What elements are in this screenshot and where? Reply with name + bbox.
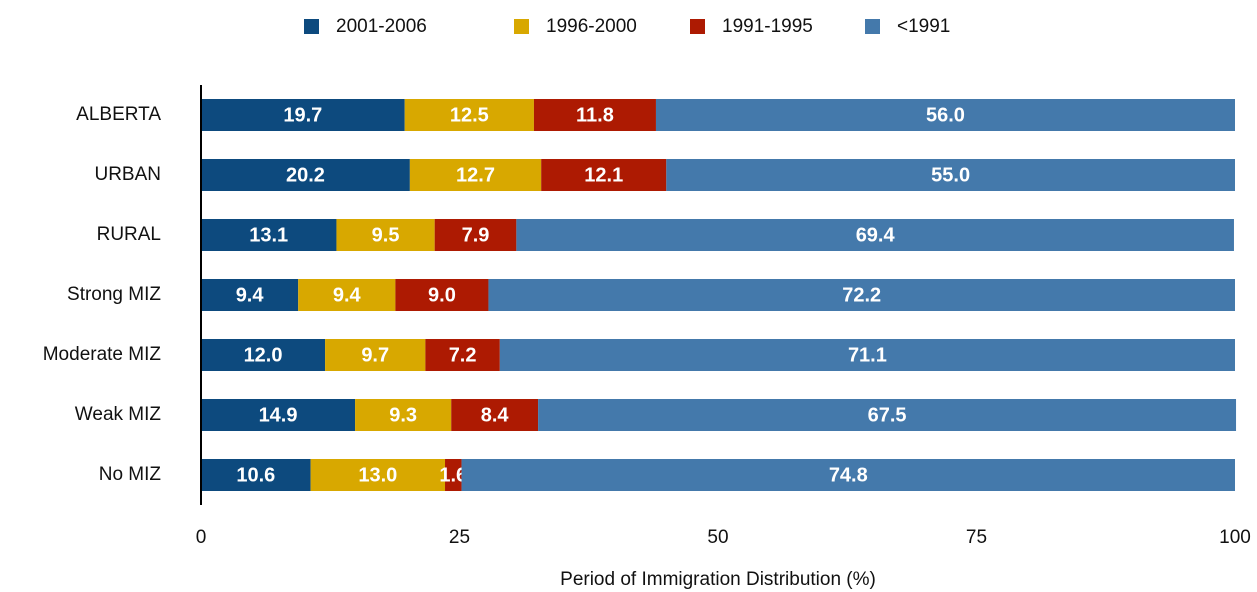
bar-segment — [404, 99, 534, 131]
data-label: 69.4 — [856, 224, 896, 246]
y-tick-label: Strong MIZ — [67, 284, 161, 305]
x-axis-label: Period of Immigration Distribution (%) — [560, 569, 876, 590]
bar-segment — [533, 99, 656, 131]
data-label: 9.5 — [372, 224, 400, 246]
bar-segment — [461, 459, 1235, 491]
legend-label: 1991-1995 — [722, 16, 813, 37]
data-label: 13.0 — [358, 464, 397, 486]
bar-segment — [298, 279, 396, 311]
bar-segment — [310, 459, 446, 491]
data-label: 14.9 — [259, 404, 298, 426]
bar-segment — [201, 279, 299, 311]
x-tick-label: 50 — [707, 527, 728, 548]
bar-segment — [201, 99, 405, 131]
data-label: 8.4 — [481, 404, 510, 426]
y-tick-label: URBAN — [94, 164, 161, 185]
bar-segment — [655, 99, 1235, 131]
bar-segment — [395, 279, 489, 311]
bar-segment — [201, 159, 410, 191]
y-tick-label: ALBERTA — [76, 104, 161, 125]
bar-segment — [666, 159, 1235, 191]
data-label: 10.6 — [236, 464, 275, 486]
y-tick-label: Weak MIZ — [75, 404, 162, 425]
data-label: 71.1 — [848, 344, 887, 366]
data-label: 7.2 — [449, 344, 477, 366]
bar-segment — [355, 399, 452, 431]
data-label: 12.5 — [450, 104, 489, 126]
bar-segment — [541, 159, 667, 191]
data-label: 9.7 — [361, 344, 389, 366]
data-label: 12.0 — [244, 344, 283, 366]
data-label: 13.1 — [249, 224, 288, 246]
legend-swatch — [304, 19, 319, 34]
legend-swatch — [865, 19, 880, 34]
data-label: 9.3 — [389, 404, 417, 426]
data-label: 1.6 — [439, 464, 467, 486]
legend-label: 2001-2006 — [336, 16, 427, 37]
data-label: 9.4 — [236, 284, 265, 306]
bar-segment — [336, 219, 435, 251]
bar-segment — [538, 399, 1237, 431]
x-tick-label: 25 — [449, 527, 470, 548]
data-label: 72.2 — [842, 284, 881, 306]
data-label: 9.0 — [428, 284, 456, 306]
bar-segment — [325, 339, 426, 371]
bar-segment — [409, 159, 542, 191]
bar-segment — [434, 219, 517, 251]
data-label: 7.9 — [462, 224, 490, 246]
y-tick-label: No MIZ — [99, 464, 162, 485]
bar-segment — [516, 219, 1234, 251]
data-label: 11.8 — [576, 104, 614, 126]
y-tick-label: Moderate MIZ — [43, 344, 162, 365]
data-label: 67.5 — [868, 404, 907, 426]
x-tick-label: 75 — [966, 527, 987, 548]
legend-label: <1991 — [897, 16, 950, 37]
data-label: 56.0 — [926, 104, 965, 126]
bar-segment — [201, 399, 356, 431]
legend-label: 1996-2000 — [546, 16, 637, 37]
data-label: 12.1 — [584, 164, 623, 186]
data-label: 74.8 — [829, 464, 868, 486]
data-label: 9.4 — [333, 284, 362, 306]
bar-segment — [451, 399, 539, 431]
x-tick-label: 100 — [1219, 527, 1251, 548]
data-label: 55.0 — [931, 164, 970, 186]
bar-segment — [499, 339, 1235, 371]
data-label: 20.2 — [286, 164, 325, 186]
bar-segment — [488, 279, 1235, 311]
y-tick-label: RURAL — [97, 224, 161, 245]
bar-segment — [425, 339, 500, 371]
legend-swatch — [690, 19, 705, 34]
data-label: 12.7 — [456, 164, 495, 186]
bar-segment — [201, 459, 311, 491]
legend-swatch — [514, 19, 529, 34]
bar-segment — [201, 219, 337, 251]
bar-segment — [445, 459, 462, 491]
x-tick-label: 0 — [196, 527, 207, 548]
data-label: 19.7 — [283, 104, 322, 126]
bar-segment — [201, 339, 326, 371]
